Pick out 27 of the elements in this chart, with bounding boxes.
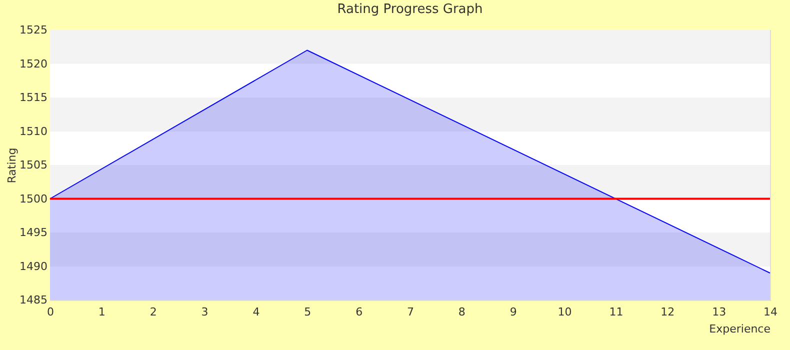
x-tick-label: 6	[356, 306, 363, 318]
x-tick-label: 3	[201, 306, 208, 318]
y-tick-label: 1500	[20, 192, 48, 206]
y-tick-label: 1515	[20, 91, 48, 104]
y-tick-label: 1485	[20, 294, 48, 306]
chart-title: Rating Progress Graph	[337, 2, 483, 17]
x-tick-label: 5	[304, 306, 312, 318]
x-tick-label: 0	[47, 306, 54, 318]
x-tick-label: 10	[558, 306, 572, 318]
x-tick-label: 12	[660, 306, 675, 318]
x-tick-label: 14	[764, 306, 778, 318]
y-axis-title: Rating	[6, 148, 19, 184]
x-tick-label: 8	[458, 306, 466, 318]
y-tick-label: 1525	[20, 24, 48, 36]
y-tick-label: 1490	[20, 260, 48, 273]
x-tick-label: 4	[252, 306, 260, 318]
x-tick-label: 1	[98, 306, 106, 318]
y-tick-label: 1520	[20, 57, 48, 70]
y-tick-label: 1495	[20, 226, 48, 239]
x-tick-label: 2	[150, 306, 157, 318]
x-tick-label: 13	[712, 306, 726, 318]
y-tick-label: 1505	[20, 158, 48, 172]
x-tick-label: 11	[609, 306, 624, 318]
x-tick-label: 9	[510, 306, 517, 318]
x-tick-label: 7	[407, 306, 414, 318]
x-axis-title: Experience	[709, 322, 771, 336]
y-tick-label: 1510	[20, 124, 48, 138]
